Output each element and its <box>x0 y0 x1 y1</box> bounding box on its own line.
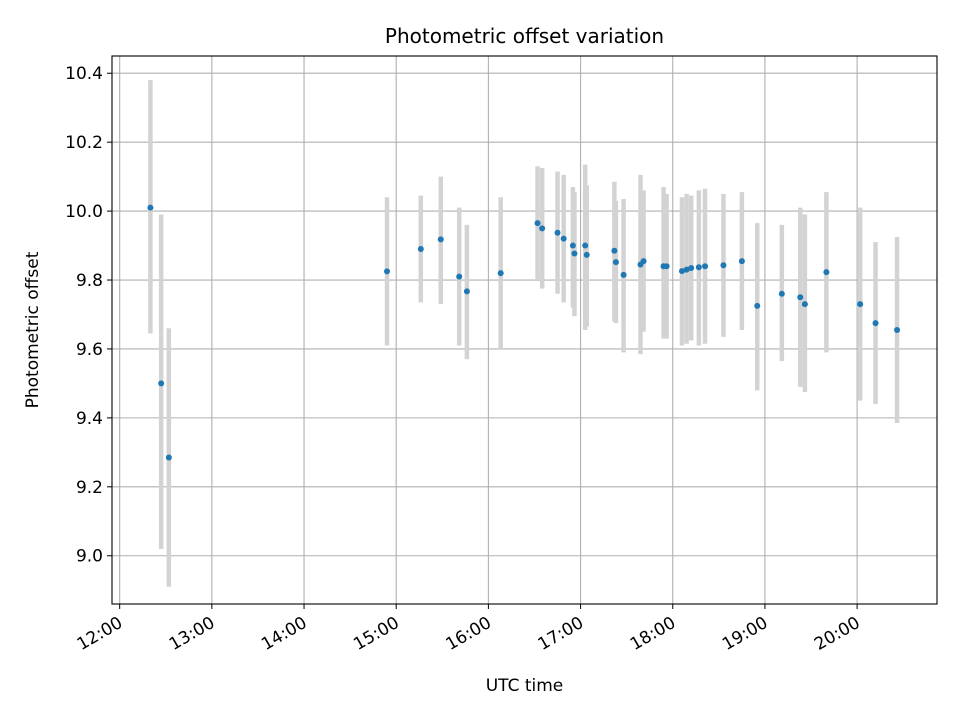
x-tick-label: 14:00 <box>258 613 310 655</box>
y-tick-label: 9.0 <box>76 547 103 567</box>
y-tick-label: 10.0 <box>65 202 103 222</box>
data-point <box>872 320 879 327</box>
x-tick-label: 20:00 <box>811 613 863 655</box>
data-point <box>640 258 647 265</box>
grid-lines <box>112 56 937 604</box>
y-tick-label: 9.6 <box>76 340 103 360</box>
x-tick-label: 15:00 <box>350 613 402 655</box>
data-point <box>801 301 808 308</box>
data-point <box>857 301 864 308</box>
y-tick-label: 10.2 <box>65 133 103 153</box>
data-point <box>569 242 576 249</box>
y-axis-label: Photometric offset <box>23 251 43 408</box>
x-axis-label: UTC time <box>486 676 564 696</box>
data-point <box>497 270 504 277</box>
y-tick-label: 9.4 <box>76 409 103 429</box>
data-point <box>384 268 390 275</box>
data-point <box>158 380 165 387</box>
data-point <box>456 273 463 280</box>
data-point <box>720 262 727 269</box>
x-tick-label: 16:00 <box>442 613 494 655</box>
y-tick-label: 9.2 <box>76 478 103 498</box>
data-point <box>582 242 589 249</box>
data-point <box>683 266 690 273</box>
data-point <box>417 246 424 253</box>
data-point <box>147 204 154 211</box>
data-point <box>620 271 627 278</box>
x-tick-label: 12:00 <box>74 613 126 655</box>
data-point <box>688 264 695 271</box>
y-tick-label: 10.4 <box>65 64 103 84</box>
plot-frame <box>111 55 938 605</box>
data-point <box>463 288 470 295</box>
y-axis-ticks: 9.0 9.2 9.4 9.6 9.8 10.0 10.2 10.4 <box>65 64 112 567</box>
data-point <box>663 263 670 270</box>
x-tick-label: 18:00 <box>627 613 679 655</box>
data-points <box>147 204 901 461</box>
data-point <box>702 263 709 270</box>
data-point <box>165 454 172 461</box>
x-tick-label: 17:00 <box>535 613 587 655</box>
x-tick-label: 13:00 <box>166 613 218 655</box>
y-tick-label: 9.8 <box>76 271 103 291</box>
data-point <box>612 259 619 266</box>
data-point <box>894 327 901 333</box>
data-point <box>778 290 785 297</box>
data-point <box>611 247 618 254</box>
chart-title: Photometric offset variation <box>385 24 664 48</box>
x-tick-label: 19:00 <box>719 613 771 655</box>
data-point <box>437 236 444 243</box>
x-axis-ticks: 12:00 13:00 14:00 15:00 16:00 17:00 18:00 19:00… <box>74 604 864 655</box>
data-point <box>823 269 830 276</box>
data-point <box>754 302 761 309</box>
data-point <box>539 225 546 232</box>
data-point <box>583 251 590 258</box>
data-point <box>695 264 702 271</box>
data-point <box>554 229 561 236</box>
data-point <box>571 250 578 257</box>
data-point <box>534 220 541 227</box>
data-point <box>738 258 745 265</box>
error-bars <box>148 80 900 587</box>
data-point <box>797 294 804 301</box>
data-point <box>678 268 685 275</box>
data-point <box>560 235 567 242</box>
